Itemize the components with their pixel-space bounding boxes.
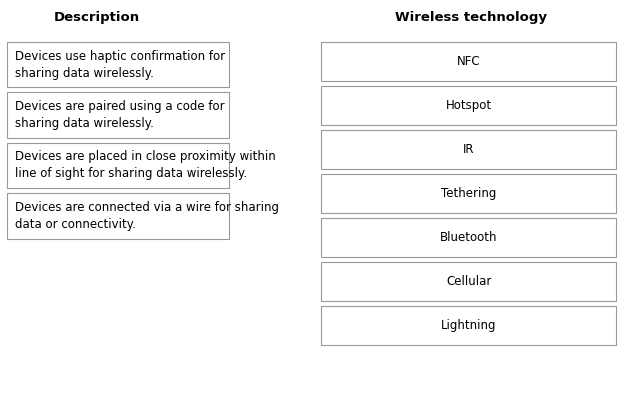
Text: Cellular: Cellular	[446, 275, 491, 288]
Text: Devices are connected via a wire for sharing
data or connectivity.: Devices are connected via a wire for sha…	[15, 201, 279, 231]
FancyBboxPatch shape	[7, 92, 229, 138]
Text: IR: IR	[463, 143, 474, 156]
Text: Hotspot: Hotspot	[446, 99, 492, 112]
FancyBboxPatch shape	[321, 130, 616, 169]
FancyBboxPatch shape	[321, 174, 616, 213]
FancyBboxPatch shape	[321, 218, 616, 257]
Text: Wireless technology: Wireless technology	[395, 12, 547, 24]
FancyBboxPatch shape	[321, 86, 616, 125]
Text: NFC: NFC	[457, 55, 480, 67]
FancyBboxPatch shape	[7, 193, 229, 239]
FancyBboxPatch shape	[7, 143, 229, 188]
Text: Bluetooth: Bluetooth	[440, 231, 497, 244]
Text: Devices are placed in close proximity within
line of sight for sharing data wire: Devices are placed in close proximity wi…	[15, 150, 276, 180]
FancyBboxPatch shape	[321, 306, 616, 345]
FancyBboxPatch shape	[321, 42, 616, 81]
Text: Lightning: Lightning	[441, 319, 496, 332]
FancyBboxPatch shape	[7, 42, 229, 87]
Text: Devices use haptic confirmation for
sharing data wirelessly.: Devices use haptic confirmation for shar…	[15, 50, 225, 79]
Text: Tethering: Tethering	[441, 187, 496, 200]
Text: Devices are paired using a code for
sharing data wirelessly.: Devices are paired using a code for shar…	[15, 100, 225, 130]
FancyBboxPatch shape	[321, 262, 616, 301]
Text: Description: Description	[54, 12, 140, 24]
